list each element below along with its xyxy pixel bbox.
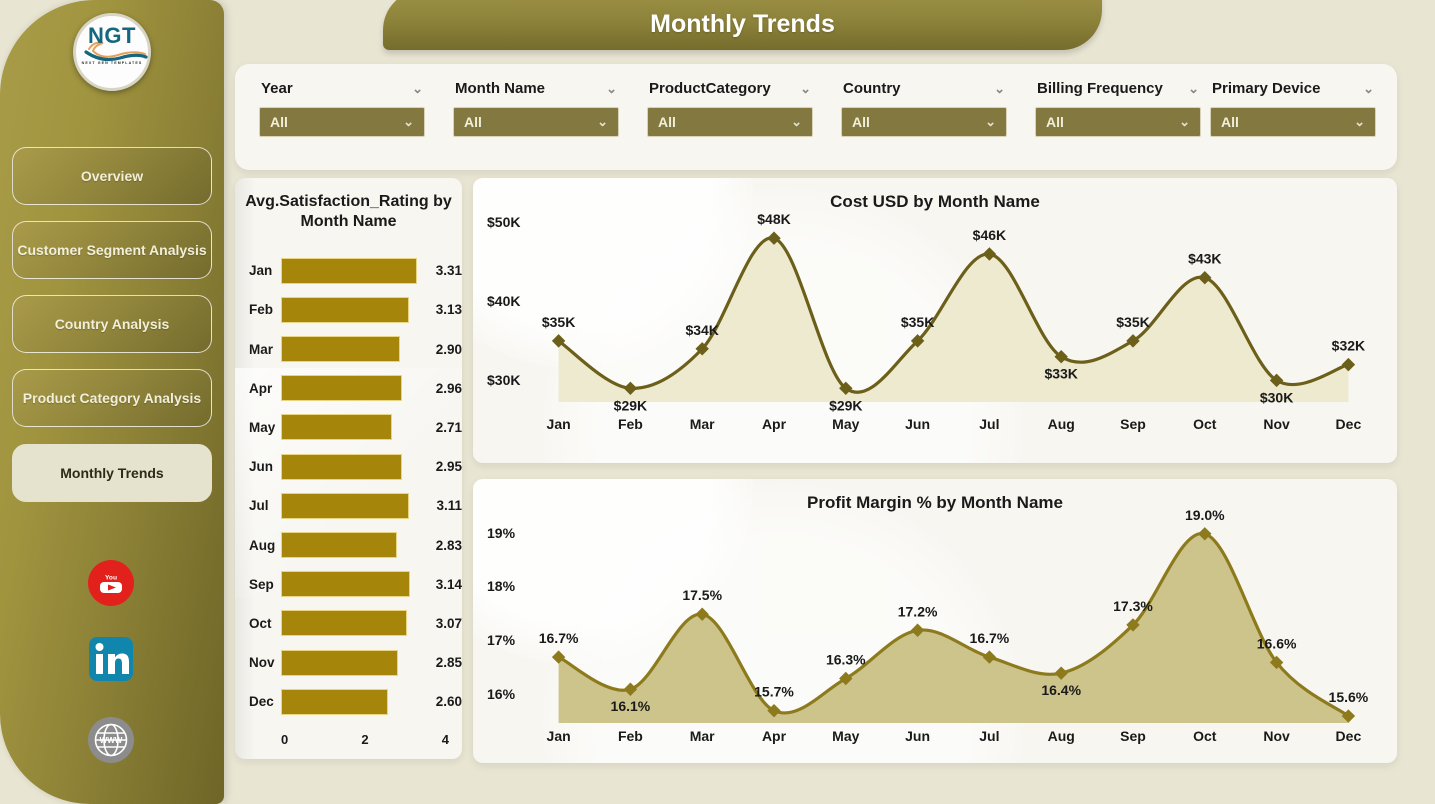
svg-text:17.2%: 17.2% xyxy=(898,603,938,619)
svg-text:17.5%: 17.5% xyxy=(682,587,722,603)
svg-text:$46K: $46K xyxy=(973,227,1006,243)
svg-text:$29K: $29K xyxy=(614,397,647,413)
svg-text:$43K: $43K xyxy=(1188,251,1221,267)
svg-text:16.6%: 16.6% xyxy=(1257,635,1297,651)
svg-text:$33K: $33K xyxy=(1044,366,1077,382)
svg-text:16.7%: 16.7% xyxy=(970,630,1010,646)
svg-text:15.6%: 15.6% xyxy=(1329,689,1369,705)
svg-text:16.4%: 16.4% xyxy=(1041,682,1081,698)
svg-text:17.3%: 17.3% xyxy=(1113,598,1153,614)
svg-text:You: You xyxy=(105,575,117,582)
svg-text:19.0%: 19.0% xyxy=(1185,507,1225,523)
svg-text:WWW: WWW xyxy=(100,736,123,745)
svg-text:16.1%: 16.1% xyxy=(611,698,651,714)
svg-text:16.7%: 16.7% xyxy=(539,630,579,646)
svg-text:$34K: $34K xyxy=(685,322,718,338)
svg-text:$35K: $35K xyxy=(542,314,575,330)
svg-text:$29K: $29K xyxy=(829,397,862,413)
svg-text:$32K: $32K xyxy=(1332,338,1365,354)
svg-text:$48K: $48K xyxy=(757,211,790,227)
svg-text:16.3%: 16.3% xyxy=(826,652,866,668)
svg-text:$35K: $35K xyxy=(1116,314,1149,330)
svg-text:15.7%: 15.7% xyxy=(754,684,794,700)
svg-text:$30K: $30K xyxy=(1260,389,1293,405)
svg-text:$35K: $35K xyxy=(901,314,934,330)
